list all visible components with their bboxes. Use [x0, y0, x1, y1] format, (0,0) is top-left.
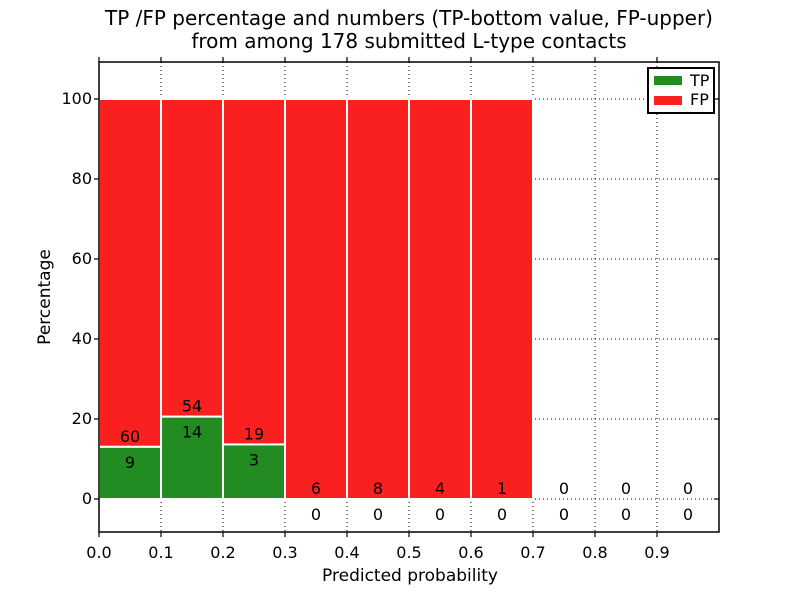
tp-count-label: 0 — [559, 505, 569, 524]
legend-label-tp: TP — [690, 70, 710, 90]
x-axis-label: Predicted probability — [322, 566, 498, 586]
x-tick-label: 0.3 — [272, 543, 297, 562]
tp-count-label: 0 — [373, 505, 383, 524]
tp-count-label: 0 — [311, 505, 321, 524]
fp-count-label: 0 — [621, 479, 631, 498]
x-tick-label: 0.6 — [458, 543, 483, 562]
tp-count-label: 9 — [125, 453, 135, 472]
tp-count-label: 0 — [497, 505, 507, 524]
y-tick-label: 100 — [61, 89, 92, 108]
legend-entry-fp: FP — [654, 91, 713, 109]
fp-count-label: 8 — [373, 479, 383, 498]
y-axis-label: Percentage — [35, 249, 55, 345]
fp-count-label: 6 — [311, 479, 321, 498]
x-tick-label: 0.1 — [148, 543, 173, 562]
chart-title: TP /FP percentage and numbers (TP-bottom… — [99, 7, 719, 53]
x-tick-label: 0.0 — [86, 543, 111, 562]
fp-count-label: 0 — [559, 479, 569, 498]
tp-bar-segment — [222, 443, 286, 501]
x-tick-label: 0.9 — [644, 543, 669, 562]
legend: TP FP — [647, 67, 715, 114]
chart-title-line2: from among 178 submitted L-type contacts — [191, 29, 627, 53]
fp-bar-segment — [470, 98, 534, 500]
legend-swatch-fp — [654, 95, 682, 105]
fp-bar-segment — [222, 98, 286, 446]
y-tick-label: 20 — [72, 409, 92, 428]
x-tick-label: 0.7 — [520, 543, 545, 562]
y-tick-label: 80 — [72, 169, 92, 188]
fp-count-label: 4 — [435, 479, 445, 498]
fp-bar-segment — [346, 98, 410, 500]
fp-count-label: 60 — [120, 427, 140, 446]
x-tick-label: 0.2 — [210, 543, 235, 562]
y-tick-label: 40 — [72, 329, 92, 348]
tp-count-label: 0 — [435, 505, 445, 524]
tp-count-label: 14 — [182, 423, 202, 442]
fp-bar-segment — [98, 98, 162, 448]
fp-count-label: 54 — [182, 397, 202, 416]
fp-count-label: 1 — [497, 479, 507, 498]
tp-count-label: 0 — [621, 505, 631, 524]
legend-entry-tp: TP — [654, 72, 713, 90]
x-tick-label: 0.8 — [582, 543, 607, 562]
tp-count-label: 3 — [249, 450, 259, 469]
y-tick-label: 60 — [72, 249, 92, 268]
legend-label-fp: FP — [690, 90, 709, 110]
legend-swatch-tp — [654, 76, 682, 86]
x-tick-label: 0.5 — [396, 543, 421, 562]
tp-bar-segment — [160, 415, 224, 501]
chart-title-line1: TP /FP percentage and numbers (TP-bottom… — [105, 6, 713, 30]
fp-count-label: 0 — [683, 479, 693, 498]
y-tick-label: 0 — [82, 489, 92, 508]
x-tick-label: 0.4 — [334, 543, 359, 562]
fp-bar-segment — [160, 98, 224, 418]
fp-bar-segment — [408, 98, 472, 500]
tp-count-label: 0 — [683, 505, 693, 524]
fp-count-label: 19 — [244, 424, 264, 443]
fp-bar-segment — [284, 98, 348, 500]
